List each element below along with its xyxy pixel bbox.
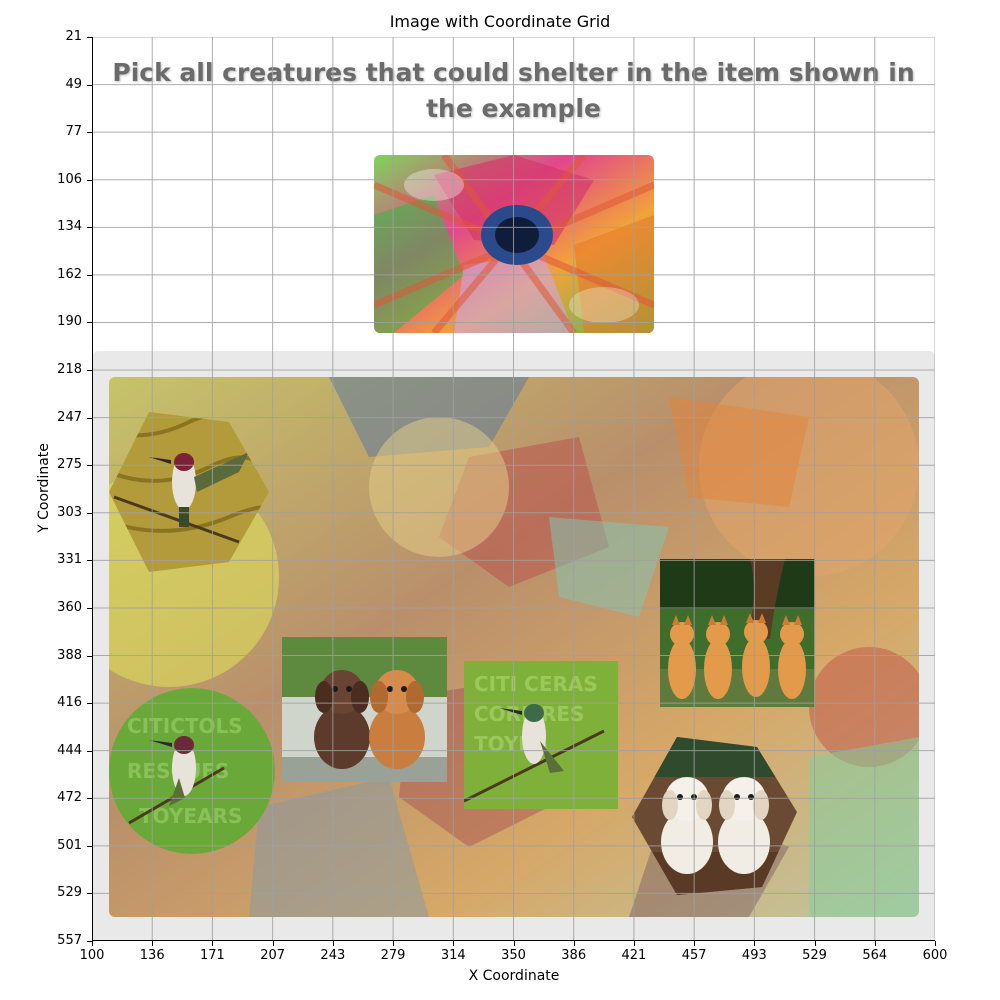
x-tick-mark	[814, 941, 816, 946]
y-tick-mark	[87, 465, 92, 467]
x-tick-label: 386	[561, 948, 587, 963]
y-tick-label: 501	[57, 837, 82, 853]
y-tick-label: 331	[57, 552, 82, 568]
y-tick-mark	[87, 655, 92, 657]
y-tick-mark	[87, 750, 92, 752]
y-tick-mark	[87, 84, 92, 86]
y-tick-label: 21	[65, 29, 82, 44]
x-tick-label: 457	[681, 948, 707, 963]
y-tick-mark	[87, 893, 92, 895]
x-tick-mark	[935, 941, 936, 946]
plot-area: Pick all creatures that could shelter in…	[92, 37, 935, 941]
x-tick-label: 350	[501, 948, 526, 963]
x-tick-label: 564	[862, 948, 888, 963]
x-axis-title: X Coordinate	[468, 968, 560, 984]
figure-title: Image with Coordinate Grid	[389, 12, 611, 31]
y-tick-label: 557	[57, 933, 82, 948]
white-puppies-tile[interactable]	[632, 737, 797, 895]
x-tick-mark	[754, 941, 756, 946]
y-tick-label: 303	[57, 504, 82, 520]
y-tick-label: 416	[57, 695, 82, 711]
x-tick-mark	[573, 941, 575, 946]
hummingbird-hexagon-tile[interactable]	[109, 412, 269, 572]
y-tick-mark	[87, 37, 92, 38]
x-tick-label: 421	[621, 948, 647, 963]
x-tick-mark	[694, 941, 696, 946]
y-tick-mark	[87, 941, 92, 942]
x-tick-label: 314	[440, 948, 466, 963]
x-tick-mark	[393, 941, 395, 946]
y-tick-label: 77	[65, 124, 82, 140]
x-tick-label: 279	[380, 948, 406, 963]
y-tick-mark	[87, 132, 92, 134]
y-tick-mark	[87, 845, 92, 847]
x-tick-label: 493	[741, 948, 767, 963]
x-tick-label: 600	[922, 948, 948, 963]
puppies-brown-tile[interactable]	[282, 637, 447, 782]
x-tick-mark	[874, 941, 876, 946]
orange-kittens-tile[interactable]	[660, 559, 815, 707]
y-tick-label: 275	[57, 457, 82, 473]
y-tick-mark	[87, 274, 92, 276]
x-tick-label: 136	[139, 948, 165, 963]
y-tick-label: 472	[57, 790, 82, 806]
y-tick-label: 49	[65, 76, 82, 92]
y-axis-title: Y Coordinate	[36, 443, 52, 533]
x-tick-label: 171	[200, 948, 225, 963]
y-tick-mark	[87, 227, 92, 229]
y-tick-mark	[87, 703, 92, 705]
svg-text:CITI CERAS: CITI CERAS	[474, 672, 598, 696]
y-tick-mark	[87, 179, 92, 181]
y-tick-mark	[87, 370, 92, 372]
y-tick-label: 360	[57, 599, 82, 615]
hummingbird-square-tile[interactable]: CITI CERAS CORMRES TOYRS	[464, 661, 618, 809]
y-tick-label: 247	[57, 409, 82, 425]
y-tick-label: 529	[57, 885, 82, 901]
x-tick-mark	[152, 941, 154, 946]
hummingbird-circle-tile[interactable]: CITICTOLS RESCUES TOYEARS	[109, 688, 275, 854]
x-tick-mark	[633, 941, 635, 946]
x-tick-label: 529	[802, 948, 827, 963]
birdhouse-example-image	[374, 155, 654, 333]
y-tick-mark	[87, 798, 92, 800]
x-tick-mark	[92, 941, 93, 946]
x-tick-mark	[513, 941, 515, 946]
captcha-prompt: Pick all creatures that could shelter in…	[112, 58, 915, 123]
y-tick-label: 190	[57, 314, 82, 330]
y-tick-mark	[87, 607, 92, 609]
x-tick-label: 243	[320, 948, 346, 963]
y-tick-mark	[87, 322, 92, 324]
y-tick-label: 106	[57, 171, 82, 187]
x-tick-mark	[453, 941, 455, 946]
y-tick-mark	[87, 512, 92, 514]
y-tick-label: 162	[57, 266, 82, 282]
x-tick-label: 100	[79, 948, 105, 963]
x-tick-mark	[332, 941, 334, 946]
y-tick-label: 388	[57, 647, 82, 663]
y-tick-mark	[87, 560, 92, 562]
svg-text:CITICTOLS: CITICTOLS	[127, 714, 243, 738]
y-tick-label: 218	[57, 362, 82, 378]
y-tick-label: 444	[57, 742, 82, 758]
y-tick-label: 134	[57, 219, 82, 235]
x-tick-mark	[212, 941, 214, 946]
x-tick-mark	[272, 941, 274, 946]
y-tick-mark	[87, 417, 92, 419]
x-tick-label: 207	[260, 948, 286, 963]
